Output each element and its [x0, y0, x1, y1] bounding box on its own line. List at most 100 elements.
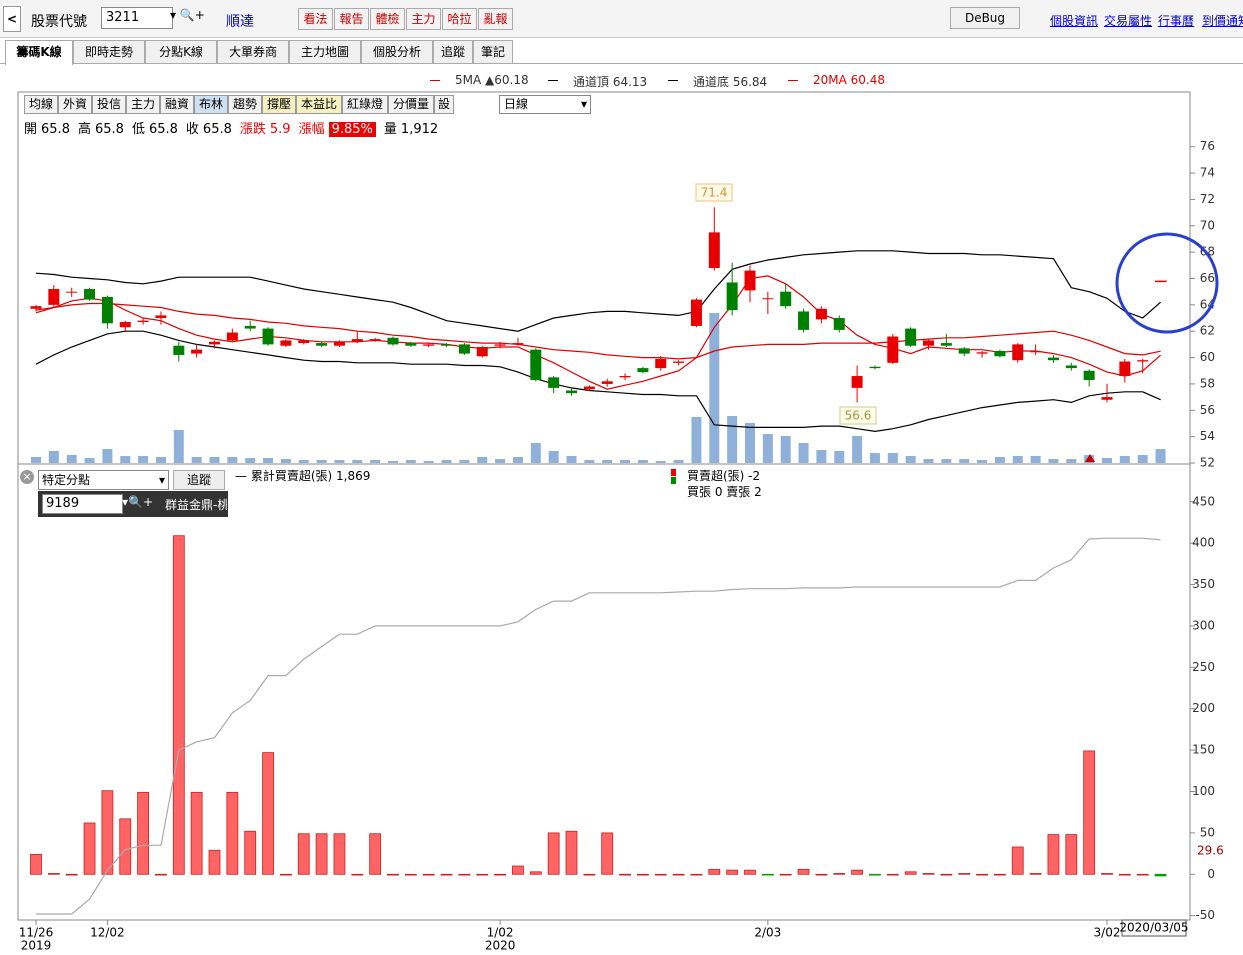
net-bar [726, 869, 739, 875]
volume-bar [352, 460, 363, 463]
volume-bar [209, 457, 220, 463]
tab[interactable]: 即時走勢 [73, 40, 145, 63]
net-bar [886, 873, 899, 876]
action-button[interactable]: 體檢 [370, 8, 405, 30]
back-button[interactable]: < [3, 6, 21, 32]
candle-body [619, 376, 631, 378]
broker-search[interactable]: ▾🔍+ [122, 495, 154, 509]
chart-button[interactable]: 分價量 [388, 95, 434, 114]
tab[interactable]: 追蹤 [433, 40, 473, 63]
chart-button[interactable]: 撐壓 [262, 95, 296, 114]
candle-body [976, 352, 988, 354]
chart-button[interactable]: 融資 [160, 95, 194, 114]
candle-body [280, 340, 292, 346]
chart-button[interactable]: 布林 [194, 95, 228, 114]
volume-bar [84, 458, 95, 463]
y-tick-label: 350 [1192, 577, 1215, 591]
net-bar [619, 873, 631, 876]
net-bar [815, 873, 828, 876]
track-button[interactable]: 追蹤 [173, 470, 225, 490]
action-button[interactable]: 亂報 [478, 8, 513, 30]
volume-bar [887, 453, 898, 463]
net-bar [672, 873, 685, 876]
search-icons[interactable]: ▾ 🔍+ [170, 8, 205, 22]
stock-name[interactable]: 順達 [226, 14, 254, 30]
date-box [1121, 919, 1187, 937]
high-annotation: 71.4 [701, 186, 728, 200]
chart-button[interactable]: 設 [434, 95, 454, 114]
candle-body [262, 328, 274, 345]
candle-body [780, 291, 792, 307]
tab[interactable]: 個股分析 [361, 40, 433, 63]
action-button[interactable]: 主力 [406, 8, 441, 30]
chart-button[interactable]: 主力 [126, 95, 160, 114]
net-bar [208, 849, 221, 875]
candle-body [655, 358, 667, 369]
legend-swatch [668, 80, 678, 81]
y-tick-label: -50 [1195, 908, 1215, 922]
candle-body [869, 366, 881, 369]
candle-body [905, 328, 917, 346]
tab[interactable]: 籌碼K線 [5, 40, 73, 65]
candle-body [66, 291, 78, 293]
y-tick-label: 150 [1192, 743, 1215, 757]
volume-bar [102, 449, 113, 463]
stock-code-input[interactable]: 3211 [101, 7, 173, 29]
tab[interactable]: 分點K線 [145, 40, 217, 63]
volume-bar [1137, 455, 1148, 463]
net-bar [1029, 873, 1042, 875]
candle-body [333, 341, 345, 346]
net-bar [654, 873, 667, 876]
y-tick-label: 70 [1200, 218, 1215, 232]
quote-label: 漲幅 [298, 122, 325, 137]
action-button[interactable]: 看法 [298, 8, 333, 30]
y-tick-label: 400 [1192, 536, 1215, 550]
chart-button[interactable]: 本益比 [296, 95, 342, 114]
debug-button[interactable]: DeBug [950, 7, 1020, 29]
y-tick-label: 300 [1192, 618, 1215, 632]
net-bar [779, 873, 792, 876]
volume-bar [263, 458, 274, 463]
link[interactable]: 到價通知 [1202, 14, 1243, 28]
chart-frame [17, 91, 1191, 921]
volume-bar [31, 457, 41, 463]
chart-button[interactable]: 外資 [58, 95, 92, 114]
net-bar [279, 873, 292, 876]
net-bar [1083, 750, 1096, 875]
candle-body [1065, 365, 1077, 369]
chart-button[interactable]: 紅綠燈 [342, 95, 388, 114]
action-button[interactable]: 哈拉 [442, 8, 477, 30]
net-bar [744, 869, 756, 875]
broker-code[interactable]: 9189 [42, 494, 123, 514]
y-tick-label: 76 [1200, 139, 1215, 153]
link[interactable]: 個股資訊 [1050, 14, 1099, 28]
net-bar [761, 873, 774, 876]
tab[interactable]: 大單券商 [217, 40, 289, 63]
tab[interactable]: 主力地圖 [289, 40, 361, 63]
net-bar [351, 873, 364, 876]
volume-bar [530, 443, 541, 463]
period-select[interactable]: 日線 ▾ [499, 95, 591, 114]
tab-rule [0, 63, 1243, 64]
volume-bar [512, 457, 523, 463]
chart-button[interactable]: 趨勢 [228, 95, 262, 114]
candle-body [762, 298, 774, 300]
candle-body [423, 344, 435, 346]
close-icon[interactable]: × [20, 470, 34, 484]
candle-body [815, 308, 827, 320]
volume-bar [66, 455, 77, 463]
mode-select[interactable]: 特定分點 ▾ [38, 470, 169, 490]
chart-button[interactable]: 投信 [92, 95, 126, 114]
volume-bar [1155, 449, 1166, 463]
candle-body [209, 341, 220, 345]
quote-label: 低 [131, 122, 145, 137]
link[interactable]: 交易屬性 [1104, 14, 1153, 28]
action-button[interactable]: 報告 [334, 8, 369, 30]
candle-body [1119, 361, 1131, 377]
net-bar [369, 833, 382, 875]
chart-button[interactable]: 均線 [24, 95, 58, 114]
link[interactable]: 行事曆 [1158, 14, 1195, 28]
net-bar [65, 873, 78, 876]
cumulative-line [36, 537, 1161, 915]
tab[interactable]: 筆記 [473, 40, 513, 63]
